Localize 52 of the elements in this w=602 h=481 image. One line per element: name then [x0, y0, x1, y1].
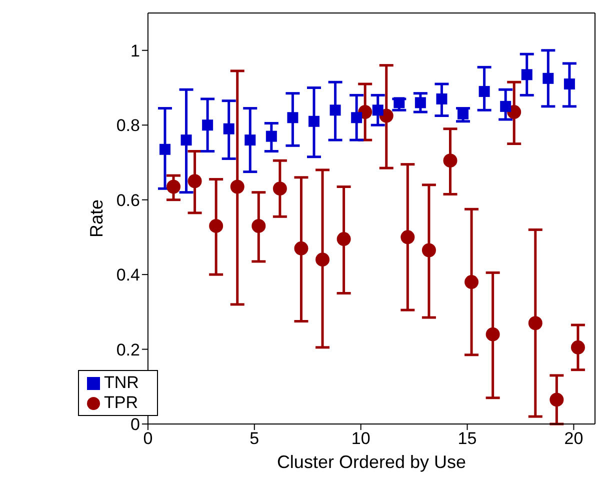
point	[394, 97, 405, 108]
x-tick-label: 15	[458, 429, 477, 448]
y-tick-label: 0	[130, 415, 140, 434]
point	[372, 104, 384, 116]
point	[180, 134, 192, 146]
point	[443, 154, 458, 168]
point	[287, 112, 298, 124]
point	[202, 120, 214, 131]
x-tick-label: 20	[564, 429, 584, 448]
y-tick-label: 1	[130, 41, 140, 60]
point	[436, 93, 448, 104]
point	[400, 230, 415, 244]
x-tick-label: 0	[143, 429, 153, 448]
point	[528, 316, 542, 330]
point	[422, 243, 436, 258]
point	[486, 327, 500, 342]
y-axis-title: Rate	[86, 199, 106, 238]
point	[252, 218, 266, 233]
y-tick-label: 0.6	[116, 190, 140, 210]
point	[521, 69, 532, 80]
point	[209, 218, 224, 233]
point	[570, 340, 585, 354]
point	[159, 144, 170, 155]
point	[266, 130, 277, 142]
point	[308, 116, 320, 127]
point	[414, 97, 426, 108]
x-axis-title: Cluster Ordered by Use	[276, 452, 466, 472]
point	[550, 392, 564, 407]
point	[223, 123, 234, 134]
legend-label: TNR	[104, 373, 139, 392]
point	[188, 174, 202, 188]
point	[351, 112, 362, 124]
point	[166, 180, 180, 194]
x-tick-label: 10	[351, 429, 370, 448]
point	[294, 241, 308, 256]
point	[564, 78, 575, 90]
point	[230, 180, 244, 194]
legend-label: TPR	[104, 393, 138, 412]
y-tick-label: 0.2	[116, 340, 140, 360]
y-tick-label: 0.4	[116, 266, 140, 285]
y-tick-label: 0.8	[116, 116, 140, 136]
point	[458, 108, 469, 120]
point	[330, 104, 341, 116]
point	[316, 252, 330, 267]
point	[272, 182, 287, 196]
x-tick-label: 5	[250, 429, 260, 448]
point	[478, 86, 490, 97]
point	[244, 134, 256, 146]
point	[336, 232, 351, 246]
point	[542, 72, 554, 84]
point	[464, 275, 479, 290]
point	[500, 100, 512, 112]
